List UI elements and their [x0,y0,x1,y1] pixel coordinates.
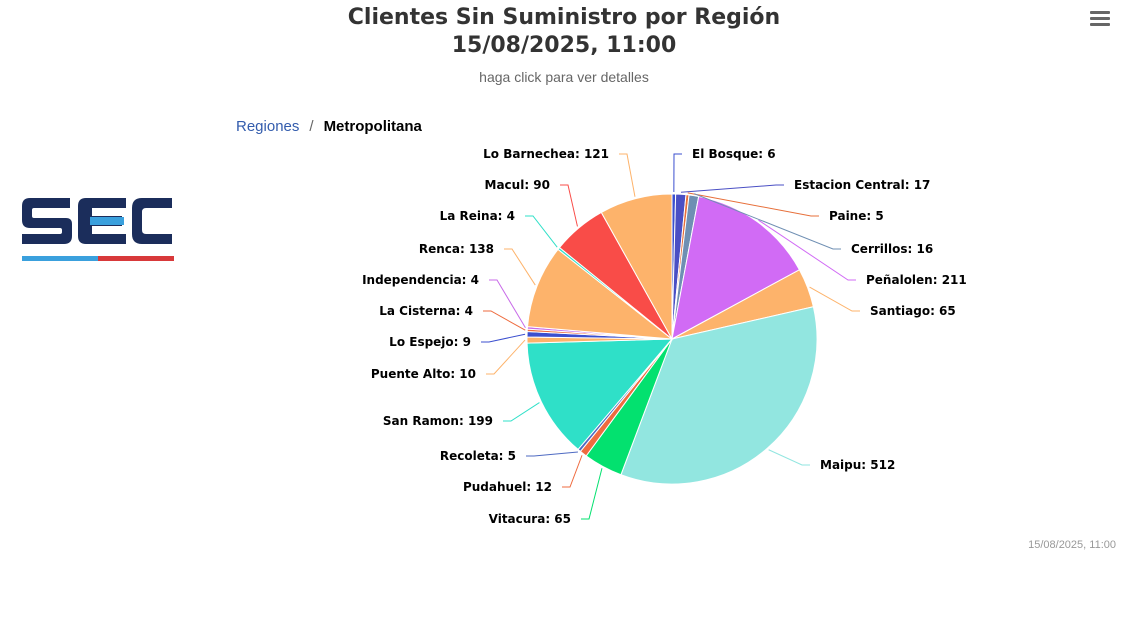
data-label: Lo Espejo: 9 [389,335,471,349]
data-label: El Bosque: 6 [692,147,776,161]
connector-line [489,279,526,328]
chart-subtitle: haga click para ver detalles [479,69,649,85]
data-label: Renca: 138 [419,242,494,256]
data-label: Lo Barnechea: 121 [483,147,609,161]
data-label: Puente Alto: 10 [371,367,476,381]
data-label: Macul: 90 [485,178,550,192]
pie-labels: El Bosque: 6 Estacion Central: 17 Paine: 5… [362,147,967,526]
breadcrumb-link-regiones[interactable]: Regiones [236,118,300,135]
breadcrumb-current: Metropolitana [323,118,422,135]
pie-slice-renca[interactable] [526,248,674,340]
breadcrumb-separator: / [309,118,314,135]
connector-line [503,402,540,422]
breadcrumb: Regiones / Metropolitana [236,118,422,135]
connector-line [560,184,578,227]
sec-logo [22,196,174,271]
connector-line [526,451,578,457]
connector-line [680,184,784,193]
connector-line [673,153,682,193]
pie-slice-lo-barnechea[interactable] [600,193,673,341]
data-label: Pudahuel: 12 [463,480,552,494]
sec-logo-icon [22,198,174,261]
data-label: Paine: 5 [829,209,884,223]
data-label: Peñalolen: 211 [866,273,967,287]
connector-line [525,215,558,248]
connector-line [687,192,819,217]
pie-slice-maipu[interactable] [620,306,818,485]
connector-line [504,248,536,286]
data-label: Vitacura: 65 [489,512,571,526]
data-label: La Cisterna: 4 [379,304,473,318]
data-label: Estacion Central: 17 [794,178,930,192]
pie-slices [526,193,818,485]
connector-line [619,153,636,197]
data-label: Maipu: 512 [820,458,895,472]
connector-line [562,455,583,488]
connector-line [481,333,526,343]
connector-line [486,339,526,375]
data-label: Recoleta: 5 [440,449,516,463]
pie-connectors [481,153,860,520]
timestamp: 15/08/2025, 11:00 [1028,539,1116,551]
data-label: Santiago: 65 [870,304,956,318]
connector-line [809,286,860,312]
data-label: La Reina: 4 [440,209,515,223]
connector-line [483,310,526,331]
connector-line [768,449,810,466]
data-label: San Ramon: 199 [383,414,493,428]
connector-line [758,219,856,281]
connector-line [694,193,841,250]
chart-title: Clientes Sin Suministro por Región 15/08… [0,4,1128,60]
chart-title-line1: Clientes Sin Suministro por Región [347,5,781,30]
data-label: Cerrillos: 16 [851,242,933,256]
hamburger-menu-icon[interactable] [1086,8,1114,30]
chart-title-line2: 15/08/2025, 11:00 [451,33,677,58]
pie-slice-san-ramon[interactable] [526,338,674,451]
connector-line [581,468,603,520]
data-label: Independencia: 4 [362,273,479,287]
